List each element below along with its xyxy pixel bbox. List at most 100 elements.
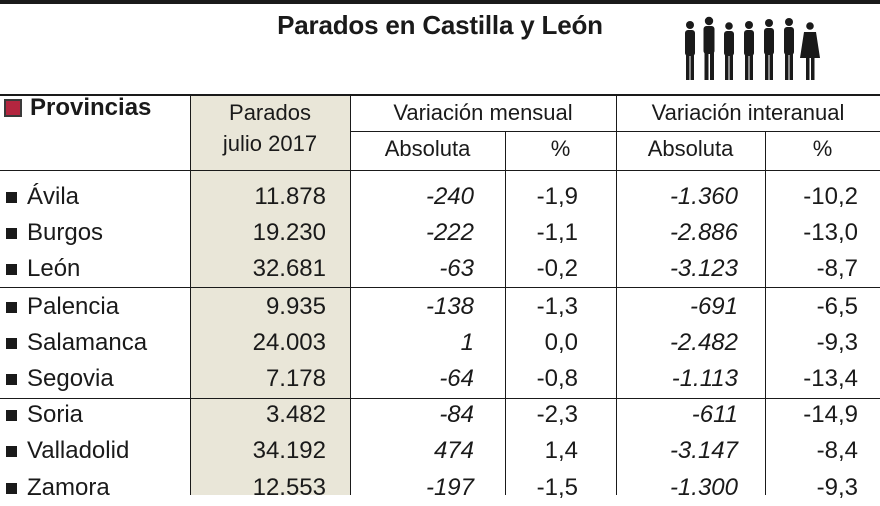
top-rule	[0, 0, 880, 4]
interanual-absoluta-cell: -691	[689, 293, 738, 320]
table-row: Burgos 19.230 -222 -1,1 -2.886 -13,0	[0, 215, 880, 251]
divider-col5	[765, 131, 766, 495]
province-name: Burgos	[27, 219, 104, 246]
table-row: Valladolid 34.192 474 1,4 -3.147 -8,4	[0, 433, 880, 469]
province-cell: Valladolid	[6, 433, 129, 469]
provincias-label: Provincias	[30, 94, 152, 121]
interanual-pct-cell: -6,5	[816, 293, 858, 320]
province-name: Segovia	[27, 365, 114, 392]
mensual-absoluta-cell: 1	[460, 329, 474, 356]
interanual-absoluta-cell: -1.300	[669, 474, 738, 501]
table-row: Zamora 12.553 -197 -1,5 -1.300 -9,3	[0, 470, 880, 506]
mensual-pct-cell: -1,9	[536, 183, 578, 210]
table-row: Salamanca 24.003 1 0,0 -2.482 -9,3	[0, 325, 880, 361]
table-row: Ávila 11.878 -240 -1,9 -1.360 -10,2	[0, 179, 880, 215]
page-title: Parados en Castilla y León	[277, 10, 603, 40]
province-name: Zamora	[27, 474, 110, 501]
interanual-absoluta-cell: -611	[691, 401, 738, 428]
interanual-pct-cell: -14,9	[803, 401, 858, 428]
province-name: Palencia	[27, 293, 120, 320]
bullet-square-icon	[6, 482, 17, 494]
variacion-interanual-header: Variación interanual	[651, 100, 845, 125]
body-top-rule	[0, 170, 880, 171]
interanual-pct-header: %	[812, 136, 833, 161]
bullet-square-icon	[6, 373, 17, 385]
mensual-pct-cell: 1,4	[544, 437, 578, 464]
bullet-square-icon	[6, 191, 17, 203]
bullet-square-icon	[6, 301, 17, 313]
interanual-absoluta-cell: -1.360	[669, 183, 738, 210]
mensual-pct-cell: 0,0	[544, 329, 578, 356]
parados-column-shade	[190, 96, 350, 495]
parados-cell: 9.935	[265, 293, 326, 320]
mensual-absoluta-cell: -197	[425, 474, 474, 501]
province-cell: Salamanca	[6, 325, 147, 361]
province-cell: Segovia	[6, 361, 114, 397]
interanual-pct-cell: -13,0	[803, 219, 858, 246]
province-name: Ávila	[27, 183, 80, 210]
mensual-absoluta-cell: -138	[425, 293, 474, 320]
divider-col3	[505, 131, 506, 495]
divider-col1	[190, 96, 191, 495]
mensual-pct-cell: -1,3	[536, 293, 578, 320]
parados-cell: 34.192	[252, 437, 326, 464]
header-top-rule	[0, 94, 880, 96]
province-name: Salamanca	[27, 329, 148, 356]
parados-header-line1: Parados	[229, 100, 311, 125]
group-rule-2	[0, 398, 880, 399]
table-row: León 32.681 -63 -0,2 -3.123 -8,7	[0, 251, 880, 287]
interanual-absoluta-cell: -2.886	[669, 219, 738, 246]
province-name: Soria	[27, 401, 84, 428]
interanual-pct-cell: -10,2	[803, 183, 858, 210]
table-row: Segovia 7.178 -64 -0,8 -1.113 -13,4	[0, 361, 880, 397]
interanual-pct-cell: -9,3	[816, 329, 858, 356]
interanual-pct-cell: -8,7	[816, 255, 858, 282]
interanual-absoluta-cell: -2.482	[669, 329, 738, 356]
parados-cell: 11.878	[254, 183, 326, 210]
parados-cell: 12.553	[252, 474, 326, 501]
parados-cell: 32.681	[252, 255, 326, 282]
province-name: León	[27, 255, 81, 282]
mensual-absoluta-cell: -240	[425, 183, 474, 210]
mensual-absoluta-cell: -84	[439, 401, 474, 428]
province-cell: León	[6, 251, 80, 287]
province-cell: Burgos	[6, 215, 103, 251]
bullet-square-icon	[6, 445, 17, 457]
mensual-absoluta-header: Absoluta	[384, 136, 471, 161]
table-row: Soria 3.482 -84 -2,3 -611 -14,9	[0, 397, 880, 433]
interanual-pct-cell: -9,3	[816, 474, 858, 501]
mensual-pct-cell: -1,1	[536, 219, 578, 246]
mensual-pct-cell: -1,5	[536, 474, 578, 501]
mensual-pct-cell: -2,3	[536, 401, 578, 428]
mensual-absoluta-cell: -63	[439, 255, 474, 282]
table-row: Palencia 9.935 -138 -1,3 -691 -6,5	[0, 289, 880, 325]
group-rule-1	[0, 287, 880, 288]
province-cell: Soria	[6, 397, 83, 433]
interanual-pct-cell: -8,4	[816, 437, 858, 464]
interanual-absoluta-cell: -3.123	[669, 255, 738, 282]
parados-cell: 24.003	[252, 329, 326, 356]
province-cell: Palencia	[6, 289, 119, 325]
parados-cell: 3.482	[265, 401, 326, 428]
people-silhouettes-icon	[685, 16, 820, 80]
mensual-absoluta-cell: -64	[439, 365, 474, 392]
interanual-pct-cell: -13,4	[803, 365, 858, 392]
province-cell: Ávila	[6, 179, 79, 215]
bullet-square-icon	[6, 337, 17, 349]
interanual-absoluta-header: Absoluta	[647, 136, 734, 161]
subheader-rule	[350, 131, 880, 132]
parados-cell: 7.178	[265, 365, 326, 392]
bullet-square-icon	[6, 263, 17, 275]
province-cell: Zamora	[6, 470, 110, 506]
divider-col2	[350, 96, 351, 495]
interanual-absoluta-cell: -3.147	[669, 437, 738, 464]
mensual-pct-header: %	[550, 136, 571, 161]
divider-col4	[616, 96, 617, 495]
province-name: Valladolid	[27, 437, 130, 464]
mensual-pct-cell: -0,2	[536, 255, 578, 282]
bullet-square-icon	[6, 409, 17, 421]
mensual-absoluta-cell: 474	[433, 437, 474, 464]
variacion-mensual-header: Variación mensual	[393, 100, 573, 125]
bullet-square-icon	[6, 227, 17, 239]
mensual-pct-cell: -0,8	[536, 365, 578, 392]
